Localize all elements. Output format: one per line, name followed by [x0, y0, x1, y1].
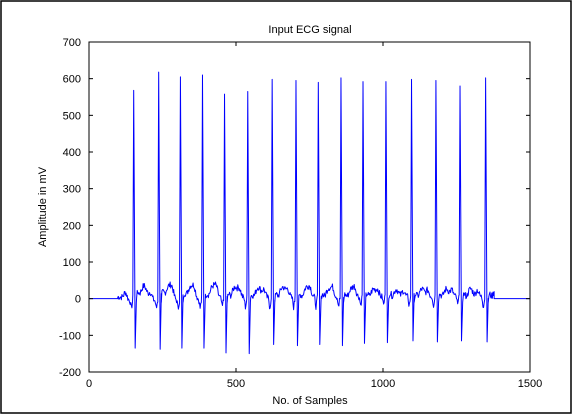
x-tick-label-0: 0: [86, 378, 92, 390]
signal-layer: [89, 71, 530, 355]
y-tick-label-8: 600: [63, 74, 81, 86]
y-tick-label-3: 100: [63, 257, 81, 269]
tick-layer: 0 500 1000 1500 -200 -100 0 100 200 300 400 500 600 7…: [59, 37, 542, 390]
chart-title: Input ECG signal: [268, 24, 351, 36]
y-tick-label-9: 700: [63, 37, 81, 49]
y-tick-label-2: 0: [75, 294, 81, 306]
x-tick-label-3: 1500: [518, 378, 542, 390]
y-tick-label-6: 400: [63, 147, 81, 159]
y-tick-label-4: 200: [63, 220, 81, 232]
x-tick-label-1: 500: [227, 378, 245, 390]
y-tick-label-1: -100: [59, 330, 81, 342]
y-tick-label-7: 500: [63, 110, 81, 122]
y-tick-label-5: 300: [63, 184, 81, 196]
x-tick-label-2: 1000: [371, 378, 395, 390]
y-tick-label-0: -200: [59, 367, 81, 379]
y-axis-label: Amplitude in mV: [37, 166, 49, 247]
ecg-signal-line: [89, 71, 530, 355]
x-axis-label: No. of Samples: [272, 395, 348, 407]
plot-area-box: [88, 41, 531, 373]
